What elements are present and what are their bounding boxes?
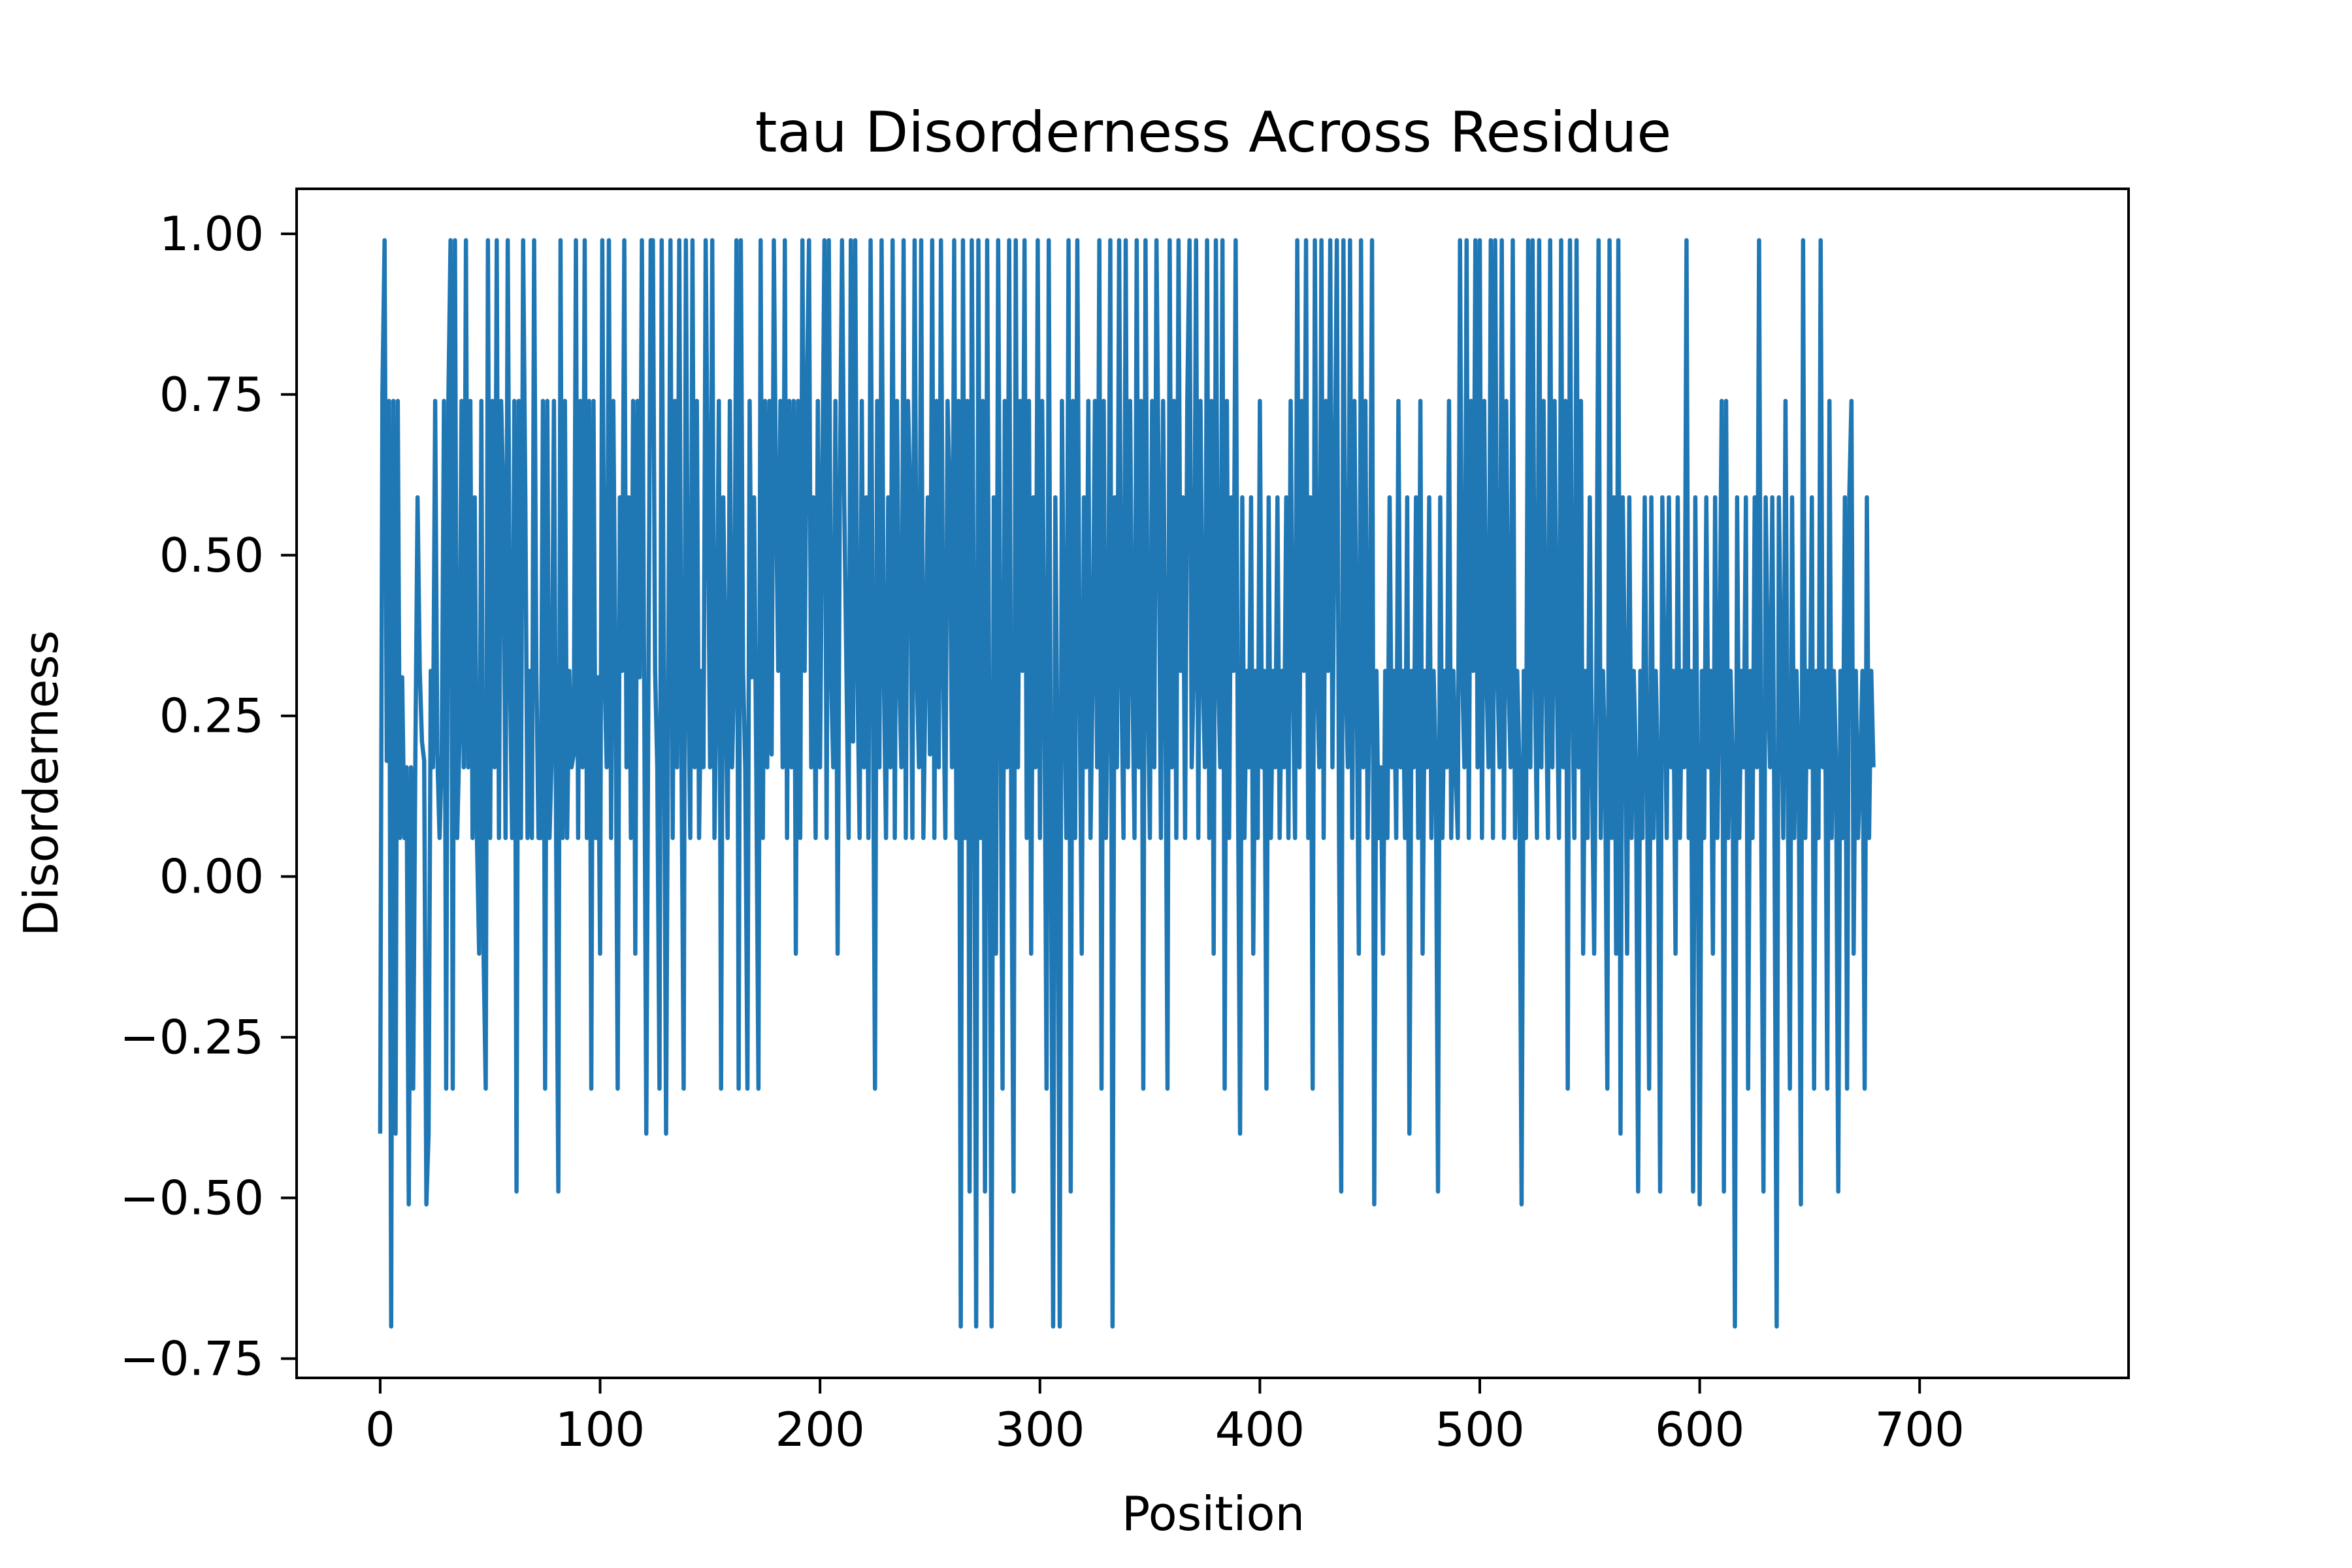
plot-area xyxy=(295,188,2130,1379)
x-tick-label: 0 xyxy=(365,1402,395,1457)
x-tick-label: 700 xyxy=(1874,1402,1964,1457)
x-tick-label: 300 xyxy=(995,1402,1085,1457)
y-tick-label: 0.25 xyxy=(159,689,264,743)
y-tick-label: 0.00 xyxy=(159,849,264,904)
chart-title: tau Disorderness Across Residue xyxy=(755,100,1672,165)
y-axis-label: Disorderness xyxy=(14,630,69,937)
x-axis-label: Position xyxy=(1122,1486,1305,1541)
y-tick-label: 0.75 xyxy=(159,367,264,422)
x-tick-label: 200 xyxy=(775,1402,864,1457)
x-tick-label: 400 xyxy=(1215,1402,1305,1457)
y-tick-label: 0.50 xyxy=(159,528,264,583)
series-line-0 xyxy=(378,238,1876,1329)
x-tick-label: 600 xyxy=(1655,1402,1744,1457)
x-tick-label: 500 xyxy=(1435,1402,1524,1457)
y-tick-label: −0.75 xyxy=(120,1331,264,1386)
x-tick-label: 100 xyxy=(555,1402,645,1457)
y-axis: −0.75 −0.50 −0.25 0.00 0.25 0.50 0.75 1.00 xyxy=(120,206,297,1386)
y-tick-label: −0.50 xyxy=(120,1171,264,1226)
y-tick-label: 1.00 xyxy=(159,206,264,261)
x-axis: 0 100 200 300 400 500 600 700 xyxy=(365,1378,1965,1457)
series-layer xyxy=(378,238,1876,1329)
y-tick-label: −0.25 xyxy=(120,1010,264,1065)
